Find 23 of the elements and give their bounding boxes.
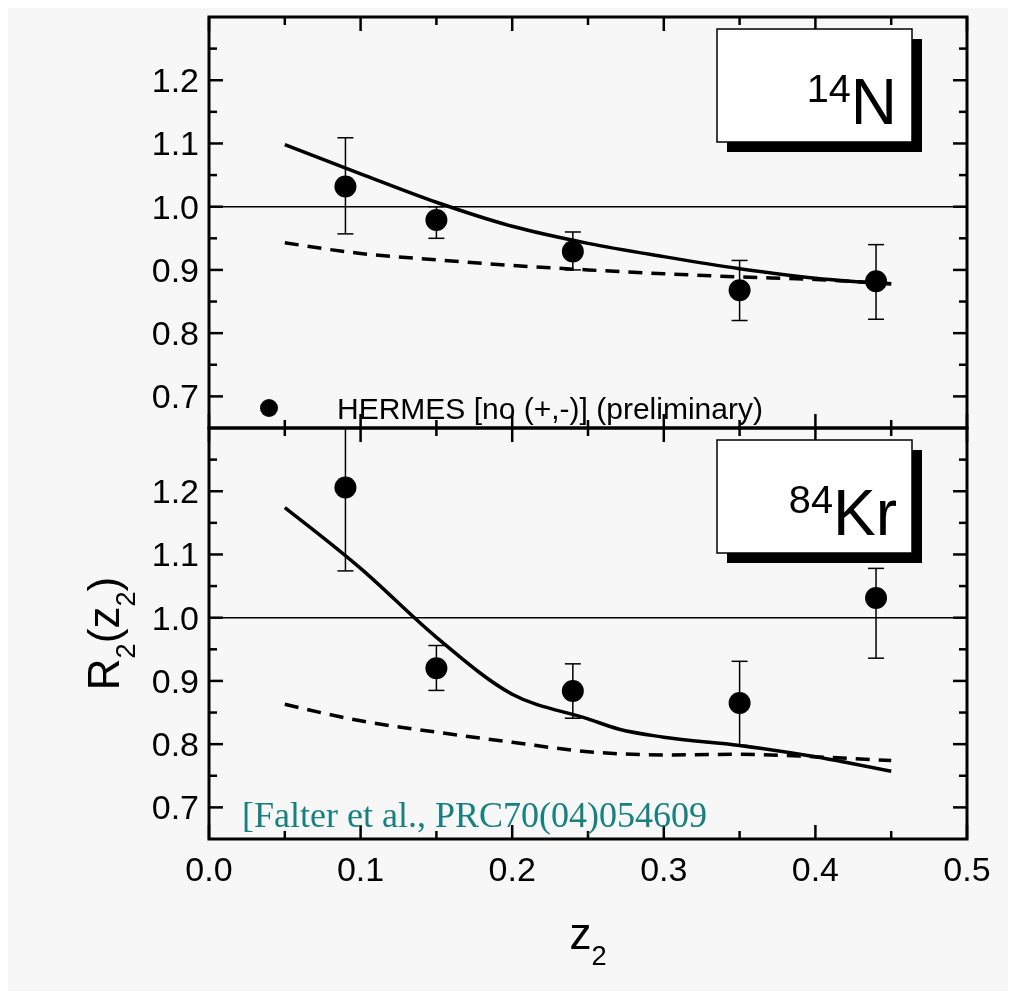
x-tick-label: 0.5 bbox=[943, 850, 991, 888]
y-tick-label: 0.9 bbox=[151, 250, 199, 289]
y-tick-label: 0.7 bbox=[151, 377, 199, 416]
x-tick-label: 0.4 bbox=[791, 850, 840, 888]
y-tick-label: 1.0 bbox=[151, 598, 199, 637]
annotation: $^{14}$N bbox=[806, 66, 897, 138]
y-tick-label: 0.7 bbox=[151, 788, 199, 827]
y-tick-label: 0.8 bbox=[151, 314, 199, 353]
y-tick-label: 1.0 bbox=[151, 187, 199, 226]
annotation: [Falter et al., PRC70(04)054609 bbox=[242, 795, 707, 835]
x-tick-label: 0.0 bbox=[185, 850, 233, 888]
y-tick-label: 0.8 bbox=[151, 725, 199, 764]
annotation: $^{84}$Kr bbox=[788, 477, 897, 549]
y-tick-label: 1.2 bbox=[151, 472, 199, 511]
x-tick-label: 0.2 bbox=[488, 850, 536, 888]
y-tick-label: 1.1 bbox=[151, 124, 199, 163]
x-axis-title: z$_{2}$ bbox=[569, 909, 607, 971]
x-tick-label: 0.1 bbox=[336, 850, 385, 888]
x-tick-label: 0.3 bbox=[640, 850, 688, 888]
y-tick-label: 1.1 bbox=[151, 535, 199, 574]
legend-label: HERMES [no (+,-)] (preliminary) bbox=[337, 392, 763, 425]
y-tick-label: 0.9 bbox=[151, 661, 199, 700]
y-tick-label: 1.2 bbox=[151, 61, 199, 100]
